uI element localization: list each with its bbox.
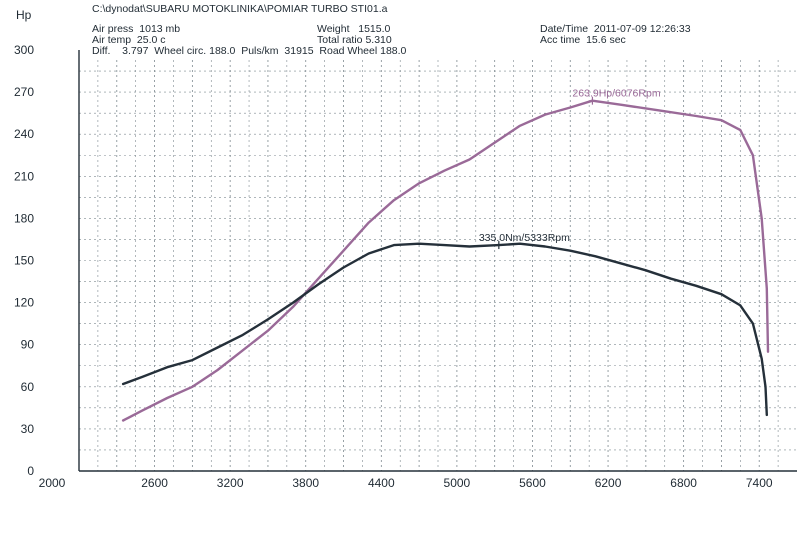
y-tick-label: 90 xyxy=(21,338,35,352)
date-time: Date/Time 2011-07-09 12:26:33 xyxy=(540,23,691,35)
grid xyxy=(79,60,797,471)
x-tick-label: 6200 xyxy=(595,476,622,490)
torque-curve xyxy=(121,242,768,417)
acc-time: Acc time 15.6 sec xyxy=(540,34,626,46)
total-ratio: Total ratio 5.310 xyxy=(317,34,392,46)
power-curve xyxy=(121,99,770,422)
air-pressure: Air press 1013 mb xyxy=(92,23,181,35)
file-path: C:\dynodat\SUBARU MOTOKLINIKA\POMIAR TUR… xyxy=(92,3,388,15)
tick-labels: 0 30 60 90 120 150 180 210 240 270 300 2000 2600 3200… xyxy=(14,43,773,490)
power-peak-label: 263.9Hp/6076Rpm xyxy=(572,88,660,100)
annotations: 263.9Hp/6076Rpm 335.0Nm/5333Rpm xyxy=(479,88,661,250)
x-tick-label: 6800 xyxy=(670,476,697,490)
y-tick-label: 270 xyxy=(14,85,34,99)
y-tick-label: 150 xyxy=(14,254,34,268)
x-tick-label: 5600 xyxy=(519,476,546,490)
torque-peak-label: 335.0Nm/5333Rpm xyxy=(479,232,570,244)
y-tick-label: 0 xyxy=(27,464,34,478)
x-tick-label: 2600 xyxy=(141,476,168,490)
x-tick-label: 7400 xyxy=(746,476,773,490)
weight: Weight 1515.0 xyxy=(317,23,391,35)
x-tick-label: 3200 xyxy=(217,476,244,490)
x-tick-label: 2000 xyxy=(39,476,66,490)
x-tick-label: 5000 xyxy=(444,476,471,490)
series-lines xyxy=(121,99,770,422)
y-tick-label: 210 xyxy=(14,169,34,183)
y-tick-label: 120 xyxy=(14,296,34,310)
axes xyxy=(78,50,797,472)
y-tick-label: 180 xyxy=(14,211,34,225)
y-tick-label: 240 xyxy=(14,127,34,141)
air-temperature: Air temp 25.0 c xyxy=(92,34,166,46)
y-tick-label: 300 xyxy=(14,43,34,57)
x-tick-label: 3800 xyxy=(292,476,319,490)
diff-line: Diff. 3.797 Wheel circ. 188.0 Puls/km 31… xyxy=(92,45,407,57)
x-tick-label: 4400 xyxy=(368,476,395,490)
y-axis-label: Hp xyxy=(16,8,32,22)
y-tick-label: 60 xyxy=(21,380,35,394)
y-tick-label: 30 xyxy=(21,422,35,436)
